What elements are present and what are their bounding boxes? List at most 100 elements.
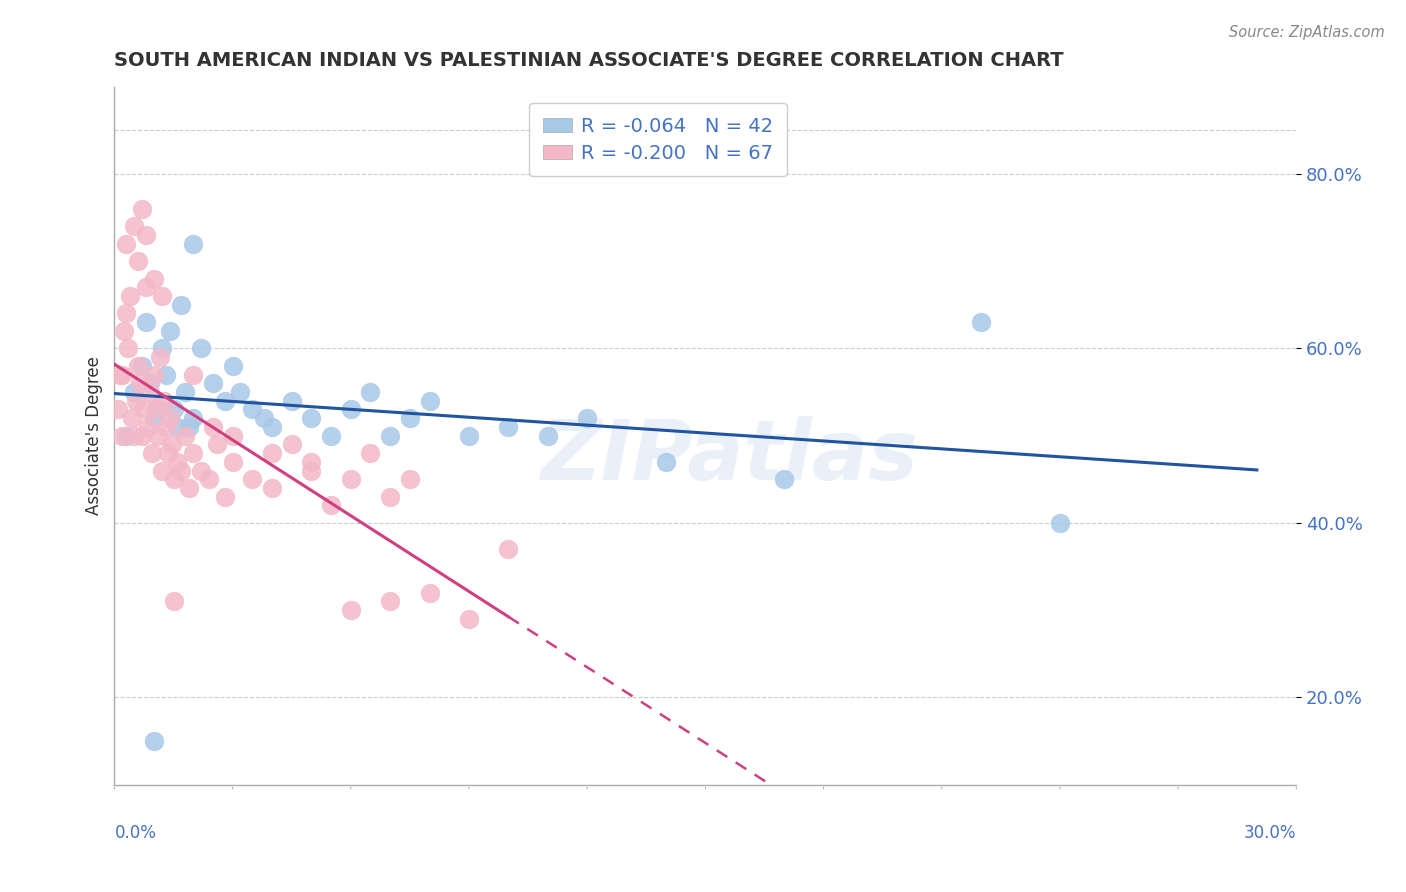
Point — [162, 472, 184, 486]
Point — [115, 236, 138, 251]
Point — [655, 455, 678, 469]
Point — [399, 472, 422, 486]
Point — [166, 420, 188, 434]
Text: 0.0%: 0.0% — [114, 824, 156, 842]
Point — [201, 376, 224, 391]
Point — [260, 420, 283, 434]
Point — [135, 227, 157, 242]
Point — [135, 315, 157, 329]
Point — [155, 368, 177, 382]
Point — [201, 420, 224, 434]
Point — [127, 254, 149, 268]
Point — [122, 384, 145, 399]
Point — [229, 384, 252, 399]
Point — [380, 428, 402, 442]
Point — [162, 594, 184, 608]
Point — [240, 402, 263, 417]
Point — [115, 306, 138, 320]
Point — [181, 411, 204, 425]
Text: Source: ZipAtlas.com: Source: ZipAtlas.com — [1229, 25, 1385, 40]
Point — [280, 393, 302, 408]
Point — [339, 402, 361, 417]
Point — [260, 481, 283, 495]
Point — [142, 368, 165, 382]
Y-axis label: Associate's Degree: Associate's Degree — [86, 356, 103, 515]
Point — [112, 324, 135, 338]
Point — [253, 411, 276, 425]
Text: SOUTH AMERICAN INDIAN VS PALESTINIAN ASSOCIATE'S DEGREE CORRELATION CHART: SOUTH AMERICAN INDIAN VS PALESTINIAN ASS… — [114, 51, 1064, 70]
Point — [111, 368, 134, 382]
Point — [155, 420, 177, 434]
Point — [339, 472, 361, 486]
Point — [107, 402, 129, 417]
Point — [170, 298, 193, 312]
Point — [159, 324, 181, 338]
Point — [139, 384, 162, 399]
Point — [260, 446, 283, 460]
Point — [221, 428, 243, 442]
Point — [115, 428, 138, 442]
Point — [498, 542, 520, 557]
Point — [142, 271, 165, 285]
Point — [136, 420, 159, 434]
Point — [117, 342, 139, 356]
Point — [141, 446, 163, 460]
Point — [145, 402, 167, 417]
Point — [214, 393, 236, 408]
Point — [181, 368, 204, 382]
Point — [170, 463, 193, 477]
Point — [181, 236, 204, 251]
Point — [360, 384, 382, 399]
Point — [419, 585, 441, 599]
Point — [146, 428, 169, 442]
Point — [156, 446, 179, 460]
Point — [111, 428, 134, 442]
Point — [179, 420, 201, 434]
Point — [142, 734, 165, 748]
Point — [135, 280, 157, 294]
Text: 30.0%: 30.0% — [1244, 824, 1296, 842]
Point — [150, 342, 173, 356]
Point — [299, 411, 322, 425]
Point — [970, 315, 993, 329]
Point — [458, 428, 481, 442]
Point — [380, 490, 402, 504]
Point — [139, 376, 162, 391]
Point — [125, 393, 148, 408]
Point — [174, 428, 197, 442]
Point — [221, 359, 243, 373]
Point — [129, 376, 152, 391]
Point — [131, 359, 153, 373]
Point — [127, 359, 149, 373]
Point — [146, 402, 169, 417]
Point — [190, 342, 212, 356]
Point — [166, 455, 188, 469]
Point — [142, 411, 165, 425]
Point — [174, 384, 197, 399]
Point — [773, 472, 796, 486]
Point — [150, 289, 173, 303]
Point — [576, 411, 599, 425]
Point — [179, 481, 201, 495]
Point — [159, 411, 181, 425]
Point — [205, 437, 228, 451]
Point — [122, 219, 145, 234]
Point — [498, 420, 520, 434]
Point — [380, 594, 402, 608]
Point — [152, 393, 174, 408]
Point — [299, 455, 322, 469]
Point — [214, 490, 236, 504]
Point — [190, 463, 212, 477]
Point — [537, 428, 560, 442]
Point — [458, 612, 481, 626]
Text: ZIPatlas: ZIPatlas — [540, 416, 918, 497]
Point — [122, 428, 145, 442]
Point — [131, 428, 153, 442]
Point — [162, 402, 184, 417]
Point — [110, 368, 132, 382]
Point — [399, 411, 422, 425]
Legend: R = -0.064   N = 42, R = -0.200   N = 67: R = -0.064 N = 42, R = -0.200 N = 67 — [529, 103, 787, 177]
Point — [120, 289, 142, 303]
Point — [149, 350, 172, 364]
Point — [339, 603, 361, 617]
